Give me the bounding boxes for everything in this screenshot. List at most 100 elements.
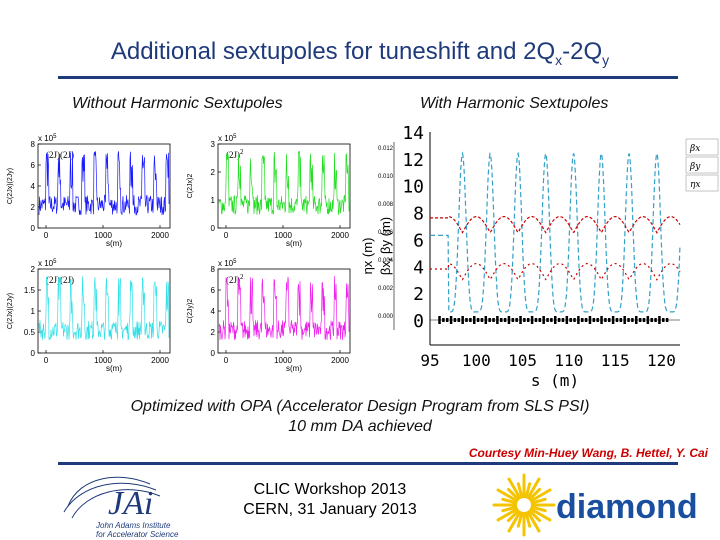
x-tick-label: 110 — [554, 351, 583, 370]
courtesy-text: Courtesy Min-Huey Wang, B. Hettel, Y. Ca… — [468, 446, 708, 460]
eta-tick-label: 0.004 — [378, 258, 394, 264]
y-tick-label: 0 — [31, 349, 36, 358]
x-axis-label: s(m) — [286, 239, 302, 248]
y-tick-label: 8 — [31, 140, 36, 149]
y-tick-label: 0 — [211, 224, 216, 233]
chart-bottom-left: x 105 0 0.5 1 1.5 2 0 1000 2000 s(m) C(2Jx)(2Jy) (2… — [7, 259, 171, 373]
x-axis-label: s(m) — [286, 364, 302, 373]
jai-logo: JAi John Adams Institute for Accelerator… — [63, 476, 179, 539]
y-tick-label: 1.5 — [24, 286, 36, 295]
x-tick-label: 105 — [508, 351, 537, 370]
x-tick-label: 0 — [224, 356, 229, 365]
series-line — [218, 151, 350, 215]
axis-exponent: x 105 — [38, 134, 57, 143]
beta-tick-label: 4 — [413, 257, 424, 278]
eta-tick-label: 0.000 — [378, 314, 394, 320]
beta-tick-label: 8 — [413, 204, 424, 225]
chart-top-right: x 105 0 1 2 3 0 1000 2000 s(m) C(2Jx)2 (2J)2 — [187, 134, 351, 248]
eta-axis-label: ηx (m) — [360, 238, 375, 275]
eta-tick-label: 0.002 — [378, 286, 394, 292]
x-tick-label: 1000 — [94, 356, 112, 365]
subtitle-with: With Harmonic Sextupoles — [420, 95, 609, 112]
x-tick-label: 2000 — [331, 356, 349, 365]
eta-x-series — [430, 215, 681, 234]
x-axis-label: s(m) — [106, 239, 122, 248]
beta-tick-label: 10 — [402, 177, 424, 198]
diamond-logo: diamond — [492, 473, 698, 537]
legend-entry-1: βy — [689, 162, 701, 172]
y-tick-label: 8 — [211, 265, 216, 274]
y-tick-label: 2 — [211, 328, 216, 337]
legend-box — [685, 138, 719, 156]
y-axis-label: C(2Jx)2 — [187, 174, 194, 199]
x-axis-label: s (m) — [531, 371, 579, 390]
y-tick-label: 2 — [31, 203, 36, 212]
footer-line-1: CLIC Workshop 2013 — [253, 481, 407, 498]
x-tick-label: 95 — [420, 351, 439, 370]
x-tick-label: 100 — [462, 351, 491, 370]
chart-top-left: x 105 0 2 4 6 8 0 1000 2000 s(m) C(2Jx)(2Jy) (2J)(2… — [7, 134, 171, 248]
chart-lattice-functions: 0 2 4 6 8 10 12 14 0.000 0.002 0.004 0.006 0.008 0.01… — [360, 123, 719, 390]
legend-entry-0: βx — [689, 144, 700, 154]
x-tick-label: 1000 — [274, 356, 292, 365]
beta-tick-label: 0 — [413, 311, 424, 332]
x-tick-label: 2000 — [151, 231, 169, 240]
x-tick-label: 2000 — [331, 231, 349, 240]
y-tick-label: 2 — [31, 265, 36, 274]
inset-label: (2J)(2J) — [46, 150, 74, 160]
y-tick-label: 1 — [211, 196, 216, 205]
y-axis-label: C(2Jx)(2Jy) — [7, 293, 14, 329]
eta-tick-label: 0.006 — [378, 230, 394, 236]
y-tick-label: 1 — [31, 307, 36, 316]
x-tick-label: 2000 — [151, 356, 169, 365]
y-tick-label: 3 — [211, 140, 216, 149]
axis-exponent: x 105 — [218, 134, 237, 143]
subtitle-without: Without Harmonic Sextupoles — [72, 95, 283, 112]
axis-exponent: x 105 — [218, 259, 237, 268]
chart-bottom-right: x 105 0 2 4 6 8 0 1000 2000 s(m) C(2Jy)2 (2J)2 — [187, 259, 351, 373]
y-tick-label: 4 — [211, 307, 216, 316]
beta-tick-label: 2 — [413, 284, 424, 305]
y-tick-label: 0 — [211, 349, 216, 358]
title-rule — [58, 76, 678, 79]
beta-x-series — [430, 151, 681, 313]
jai-logo-line-2: for Accelerator Science — [96, 530, 179, 539]
x-tick-label: 120 — [647, 351, 676, 370]
beta-tick-label: 14 — [402, 123, 424, 144]
y-tick-label: 2 — [211, 168, 216, 177]
beta-tick-label: 6 — [413, 230, 424, 251]
y-axis-label: C(2Jx)(2Jy) — [7, 168, 14, 204]
x-axis-label: s(m) — [106, 364, 122, 373]
x-tick-label: 1000 — [274, 231, 292, 240]
caption-line-2: 10 mm DA achieved — [288, 418, 432, 435]
x-tick-label: 0 — [44, 356, 49, 365]
caption-line-1: Optimized with OPA (Accelerator Design P… — [130, 398, 590, 415]
eta-tick-label: 0.012 — [378, 146, 394, 152]
y-axis-label: C(2Jy)2 — [187, 299, 194, 324]
footer-line-2: CERN, 31 January 2013 — [243, 501, 417, 518]
x-tick-label: 0 — [224, 231, 229, 240]
x-tick-label: 115 — [601, 351, 630, 370]
plot-frame — [217, 143, 351, 229]
slide-title: Additional sextupoles for tuneshift and … — [110, 38, 610, 68]
series-line — [38, 151, 170, 216]
beta-axis-label: βx, βy (m) — [378, 217, 393, 275]
axis-exponent: x 105 — [38, 259, 57, 268]
diamond-logo-text: diamond — [556, 488, 698, 526]
jai-logo-line-1: John Adams Institute — [95, 521, 171, 530]
beta-y-series — [430, 262, 681, 281]
series-line — [218, 276, 350, 341]
y-tick-label: 0.5 — [24, 328, 36, 337]
x-tick-label: 1000 — [94, 231, 112, 240]
y-tick-label: 0 — [31, 224, 36, 233]
legend-entry-2: ηx — [690, 180, 700, 190]
inset-label: (2J)(2J) — [46, 275, 74, 285]
series-line — [38, 276, 170, 341]
x-tick-label: 0 — [44, 231, 49, 240]
y-tick-label: 6 — [31, 161, 36, 170]
beta-tick-label: 12 — [402, 150, 424, 171]
eta-tick-label: 0.008 — [378, 202, 394, 208]
y-tick-label: 4 — [31, 182, 36, 191]
inset-label: (2J)2 — [226, 273, 244, 285]
footer-event: CLIC Workshop 2013 CERN, 31 January 2013 — [215, 480, 445, 520]
